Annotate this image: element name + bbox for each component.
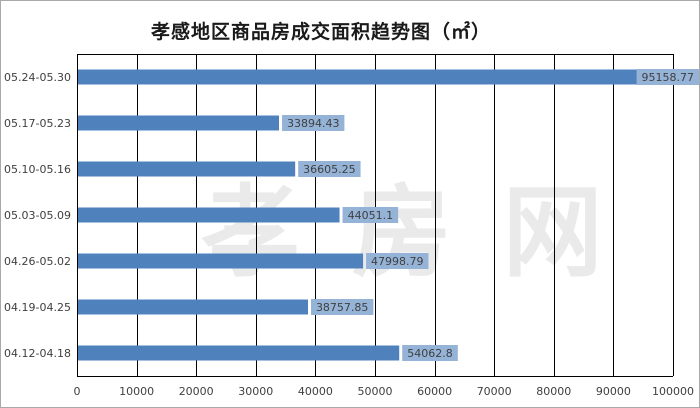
x-tick-label: 40000: [298, 385, 333, 398]
data-label: 38757.85: [316, 301, 369, 314]
x-tick-label: 90000: [596, 385, 631, 398]
bar: [78, 207, 340, 223]
data-label: 54062.8: [407, 347, 453, 360]
data-label: 33894.43: [287, 117, 340, 130]
x-tick-label: 70000: [477, 385, 512, 398]
bar: [78, 345, 400, 361]
x-tick-label: 80000: [536, 385, 571, 398]
data-label-box: [310, 299, 374, 315]
y-tick-label: 04.26-05.02: [4, 255, 71, 268]
x-tick-label: 0: [74, 385, 81, 398]
data-label: 47998.79: [371, 255, 424, 268]
bar: [78, 69, 645, 85]
x-tick-label: 60000: [417, 385, 452, 398]
x-tick-label: 30000: [238, 385, 273, 398]
x-tick-label: 20000: [179, 385, 214, 398]
bar: [78, 115, 280, 131]
data-label: 36605.25: [303, 163, 356, 176]
x-tick-label: 50000: [358, 385, 393, 398]
bar: [78, 161, 296, 177]
chart-title: 孝感地区商品房成交面积趋势图（㎡）: [150, 21, 491, 43]
data-label: 95158.77: [642, 71, 695, 84]
y-tick-label: 05.10-05.16: [4, 163, 71, 176]
y-tick-label: 05.03-05.09: [4, 209, 71, 222]
y-tick-label: 05.24-05.30: [4, 71, 71, 84]
x-tick-label: 10000: [119, 385, 154, 398]
y-tick-label: 05.17-05.23: [4, 117, 71, 130]
data-label-box: [282, 115, 345, 131]
data-label-box: [366, 253, 429, 269]
data-label-box: [342, 207, 399, 223]
y-tick-label: 04.12-04.18: [4, 347, 71, 360]
data-label: 44051.1: [348, 209, 394, 222]
data-label-box: [636, 69, 699, 85]
y-tick-label: 04.19-04.25: [4, 301, 71, 314]
bar: [78, 253, 364, 269]
data-label-box: [298, 161, 361, 177]
data-label-box: [402, 345, 458, 361]
x-tick-label: 100000: [652, 385, 694, 398]
bar: [78, 299, 308, 315]
